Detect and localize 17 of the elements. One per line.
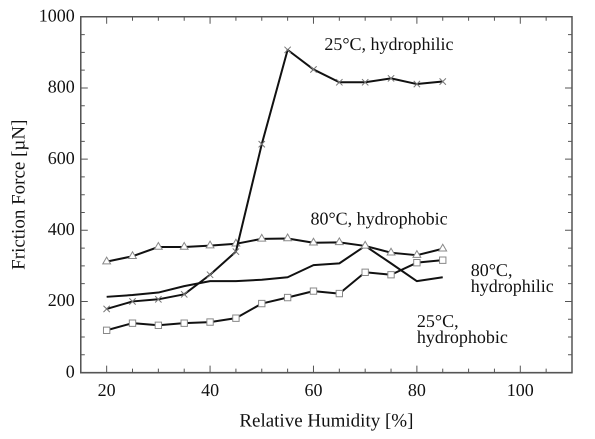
x-tick-label: 40 <box>201 380 220 400</box>
y-tick-label: 800 <box>48 76 75 97</box>
y-axis-title: Friction Force [µN] <box>8 120 30 270</box>
y-tick-label: 400 <box>48 219 75 240</box>
y-tick-label: 0 <box>66 361 75 382</box>
y-tick-label: 200 <box>48 290 75 310</box>
x-tick-label: 100 <box>506 380 534 400</box>
x-tick-label: 60 <box>304 380 322 400</box>
y-tick-label: 1000 <box>38 6 75 26</box>
x-tick-label: 20 <box>98 380 116 400</box>
series-label: 25°C, hydrophilic <box>324 34 454 54</box>
x-tick-label: 80 <box>408 380 426 400</box>
y-tick-label: 600 <box>48 148 75 168</box>
x-axis-title: Relative Humidity [%] <box>239 410 414 432</box>
series-label: 80°C, hydrophobic <box>310 208 448 228</box>
series-label: 25°C, hydrophobic <box>416 310 508 347</box>
series-label: 80°C, hydrophilic <box>470 260 554 296</box>
